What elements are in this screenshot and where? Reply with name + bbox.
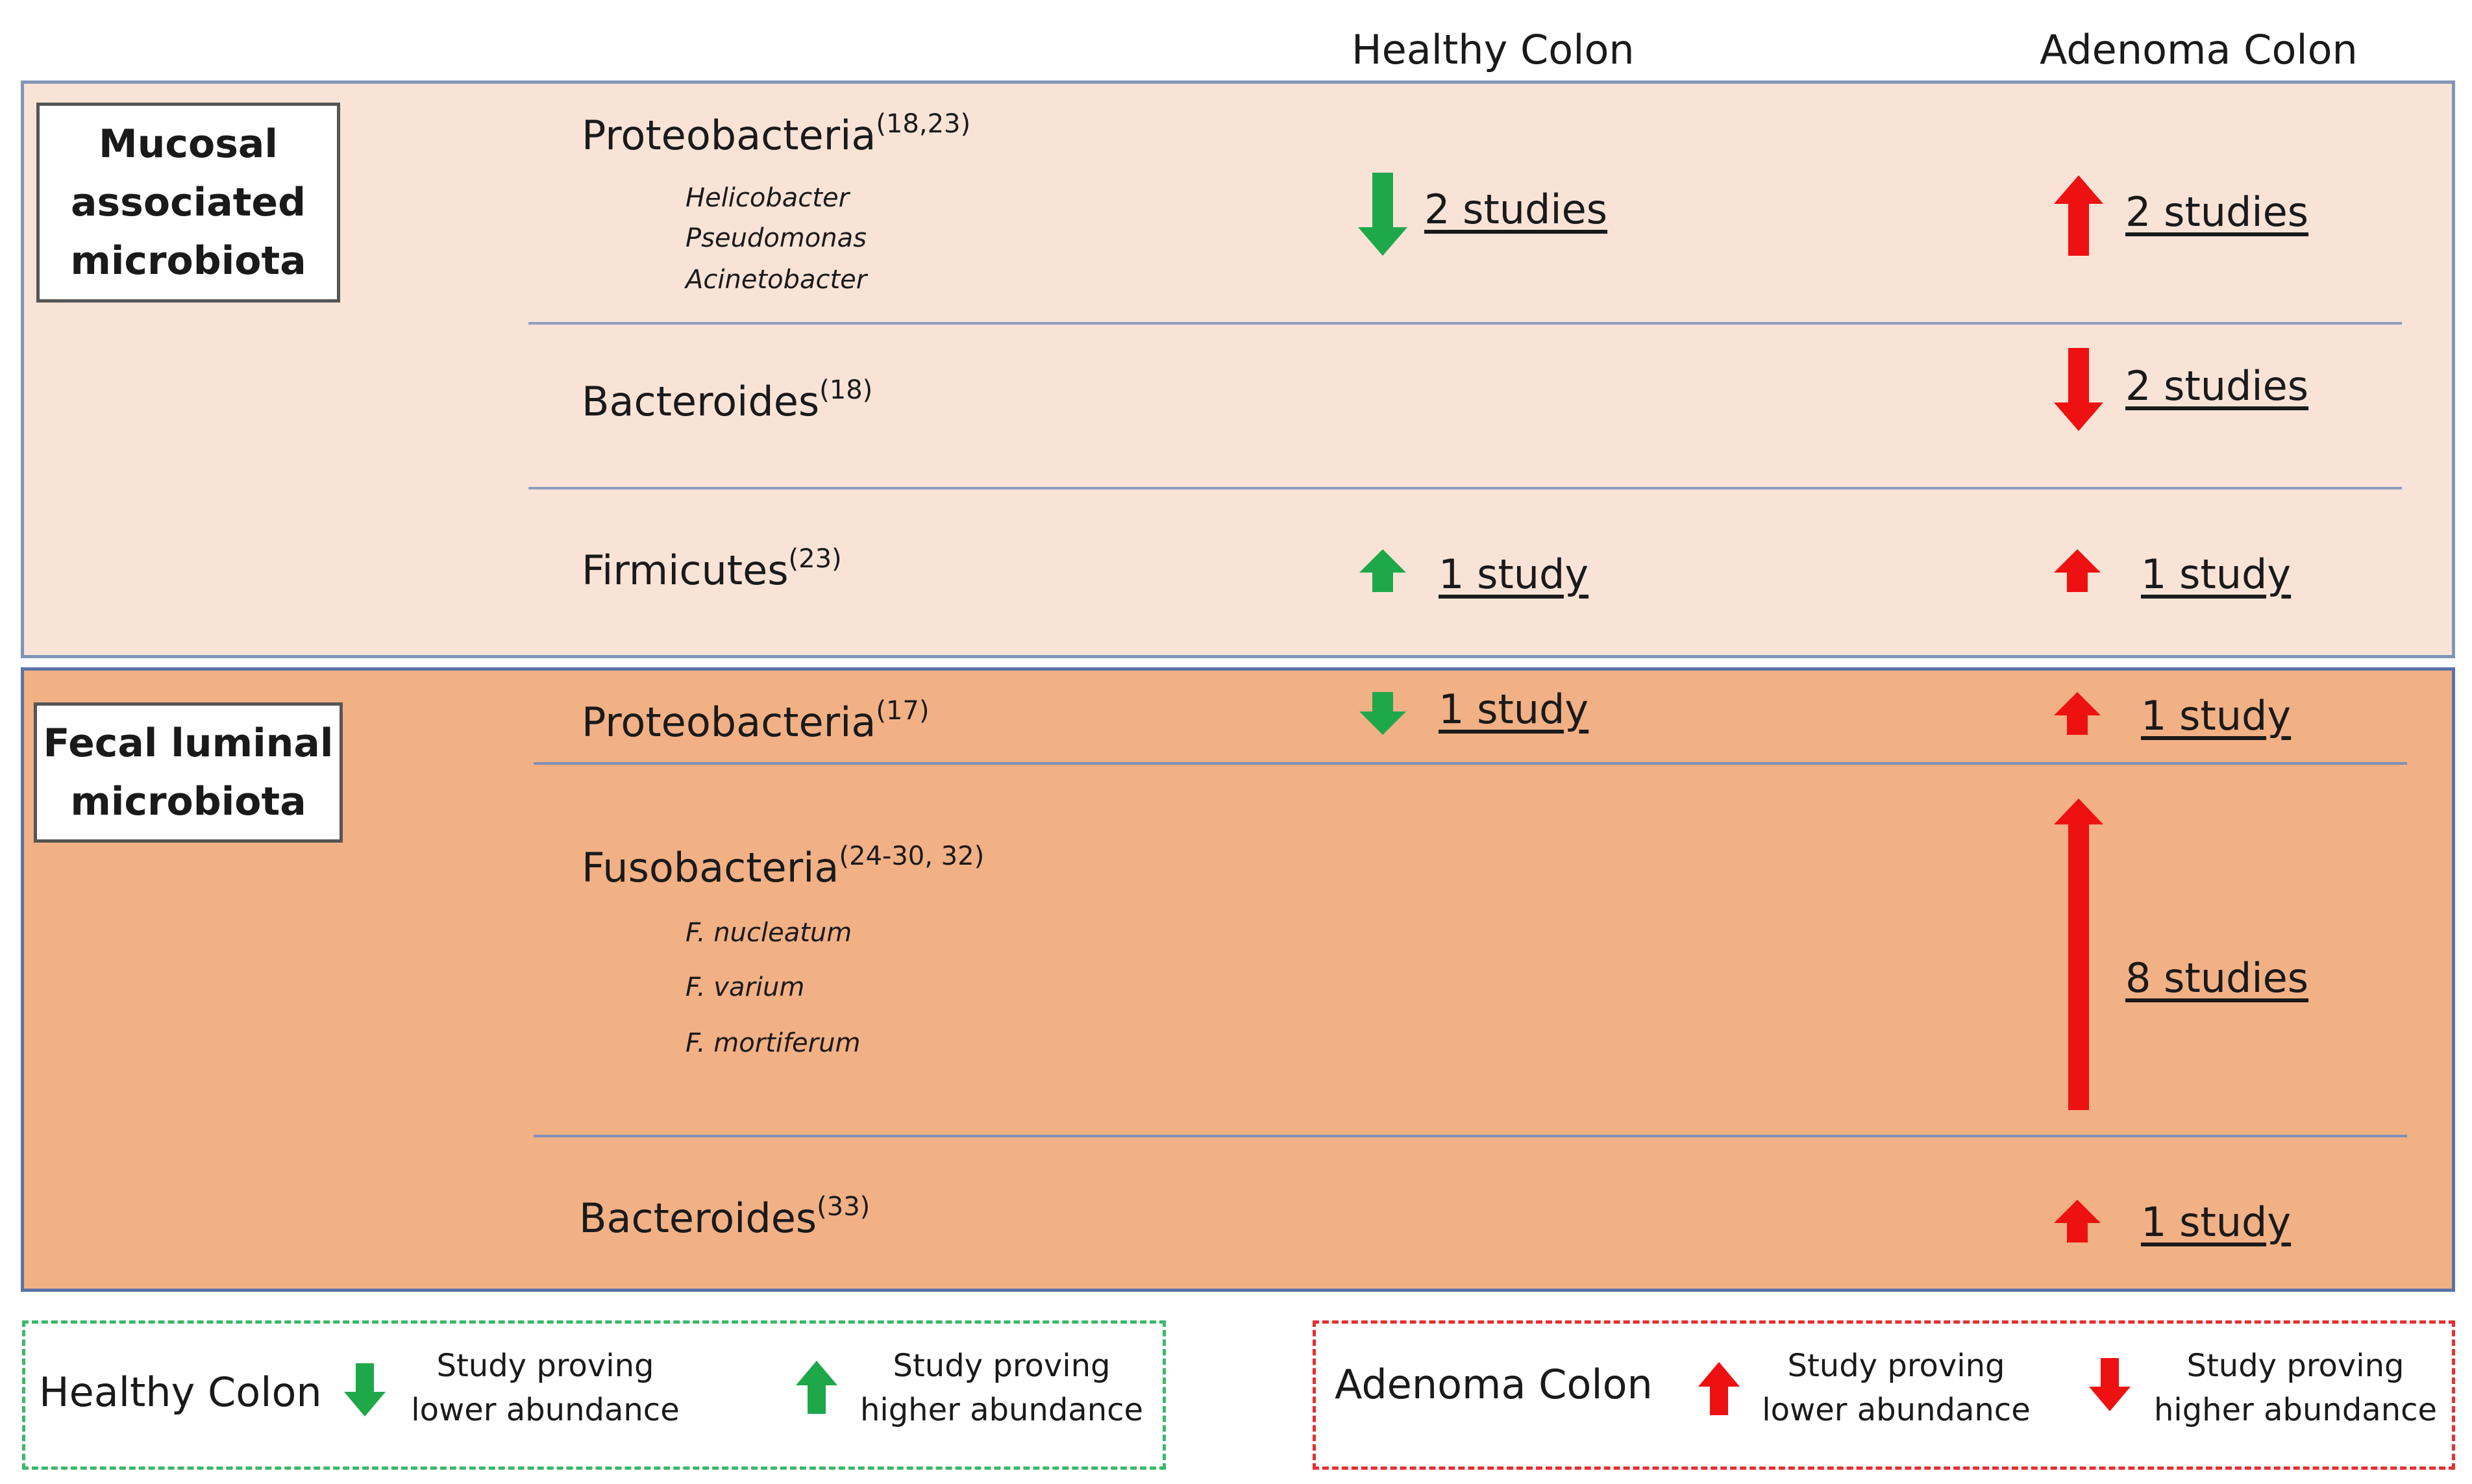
adenoma-up-arrow-icon [2054, 549, 2101, 592]
taxon-name: Bacteroides(18) [582, 375, 873, 425]
fecal-panel [21, 667, 2455, 1292]
legend-green-up-arrow-icon [796, 1361, 837, 1414]
row-divider [534, 1135, 2407, 1137]
genus-name: Helicobacter [686, 183, 850, 213]
reference-superscript: (33) [817, 1192, 871, 1222]
reference-superscript: (24-30, 32) [839, 841, 985, 871]
healthy-down-arrow-icon [1358, 173, 1407, 256]
adenoma-study-count: 1 study [2141, 692, 2292, 739]
adenoma-up-arrow-icon [2054, 1200, 2101, 1243]
taxon-name: Proteobacteria(18,23) [582, 109, 971, 159]
genus-name: F. varium [686, 972, 805, 1002]
genus-name: F. mortiferum [686, 1028, 861, 1058]
fecal-group-label: Fecal luminal microbiota [34, 702, 343, 843]
legend-red-down-text: Study proving higher abundance [2153, 1348, 2438, 1428]
adenoma-study-count: 8 studies [2125, 954, 2309, 1002]
healthy-up-arrow-icon [1359, 549, 1406, 592]
genus-name: F. nucleatum [686, 918, 852, 948]
adenoma-up-arrow-icon [2054, 692, 2101, 735]
genus-name: Pseudomonas [686, 223, 867, 253]
adenoma-up-arrow-icon [2054, 798, 2103, 1110]
adenoma-study-count: 2 studies [2125, 188, 2309, 236]
healthy-legend [22, 1320, 1166, 1470]
adenoma-study-count: 1 study [2141, 550, 2292, 598]
column-header-healthy: Healthy Colon [1352, 26, 1635, 73]
taxon-name: Fusobacteria(24-30, 32) [582, 841, 985, 891]
healthy-study-count: 1 study [1439, 686, 1589, 733]
legend-green-up-text: Study proving higher abundance [859, 1348, 1144, 1428]
legend-green-down-arrow-icon [344, 1363, 386, 1416]
healthy-legend-title: Healthy Colon [39, 1368, 322, 1416]
mucosal-group-label: Mucosal associated microbiota [36, 103, 340, 303]
adenoma-study-count: 2 studies [2125, 362, 2309, 410]
adenoma-down-arrow-icon [2054, 348, 2103, 431]
taxon-name: Proteobacteria(17) [582, 696, 930, 746]
legend-green-down-text: Study proving lower abundance [411, 1348, 680, 1428]
reference-superscript: (18,23) [876, 109, 971, 139]
taxon-name: Firmicutes(23) [582, 544, 842, 594]
mucosal-panel [21, 80, 2455, 658]
genus-name: Acinetobacter [686, 265, 867, 295]
reference-superscript: (23) [788, 544, 842, 574]
healthy-study-count: 2 studies [1424, 186, 1608, 233]
healthy-study-count: 1 study [1439, 550, 1589, 598]
adenoma-up-arrow-icon [2054, 175, 2103, 256]
column-header-adenoma: Adenoma Colon [2040, 26, 2358, 73]
legend-red-down-arrow-icon [2089, 1358, 2131, 1411]
row-divider [534, 762, 2407, 765]
row-divider [528, 487, 2402, 489]
reference-superscript: (17) [876, 696, 930, 726]
row-divider [528, 322, 2402, 325]
adenoma-study-count: 1 study [2141, 1198, 2292, 1246]
legend-red-up-arrow-icon [1698, 1362, 1740, 1415]
adenoma-legend [1313, 1320, 2455, 1470]
legend-red-up-text: Study proving lower abundance [1762, 1348, 2031, 1428]
reference-superscript: (18) [819, 375, 873, 405]
adenoma-legend-title: Adenoma Colon [1335, 1361, 1653, 1408]
healthy-down-arrow-icon [1359, 692, 1406, 735]
taxon-name: Bacteroides(33) [579, 1192, 871, 1242]
